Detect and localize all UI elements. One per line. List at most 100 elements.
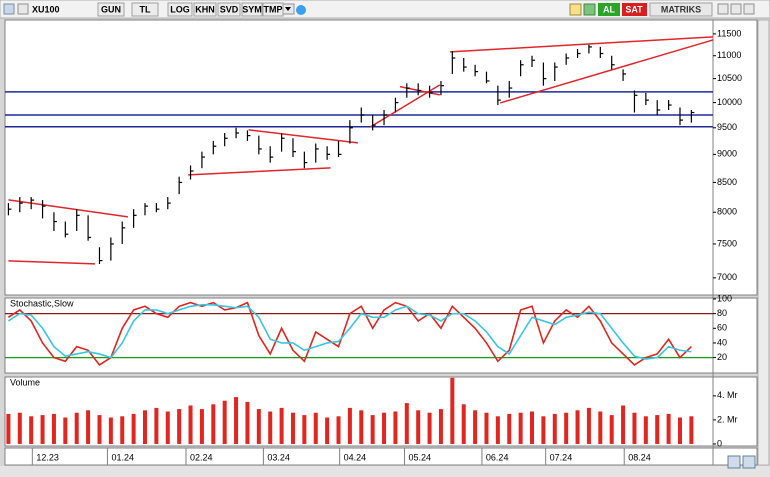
volume-bar [621, 405, 626, 444]
volume-bar [643, 416, 648, 444]
volume-bar [473, 410, 478, 444]
toolbar-button-label[interactable]: SYM [242, 4, 262, 14]
stoch-line [7, 304, 692, 360]
volume-bar [655, 415, 660, 444]
volume-bar [29, 416, 34, 444]
toolbar-button-label[interactable]: SVD [220, 4, 239, 14]
y-tick-label: 9000 [717, 149, 737, 159]
volume-bar [586, 407, 591, 444]
toolbar-button[interactable] [241, 2, 263, 17]
date-axis [4, 447, 758, 466]
volume-bar [222, 400, 227, 444]
x-tick-label: 05.24 [409, 452, 432, 462]
volume-bar [370, 415, 375, 444]
y-tick-label: 40 [717, 337, 727, 347]
x-tick-label: 01.24 [111, 452, 134, 462]
window-min[interactable] [717, 3, 729, 15]
y-tick-label: 7500 [717, 238, 737, 248]
trend-line [450, 36, 714, 53]
volume-bar [438, 409, 443, 444]
symbol[interactable]: XU100 [32, 4, 60, 14]
toolbar-button[interactable] [193, 2, 217, 17]
volume-bar [108, 417, 113, 444]
refresh-icon[interactable] [583, 3, 596, 16]
x-tick-label: 04.24 [344, 452, 367, 462]
panel-title: Volume [10, 377, 40, 387]
toolbar-button[interactable] [217, 2, 241, 17]
lock-icon[interactable] [569, 3, 582, 16]
volume-bar [632, 412, 637, 444]
volume-bar [120, 416, 125, 444]
volume-bar [290, 412, 295, 444]
twitter-icon[interactable] [296, 5, 306, 15]
toolbar-button[interactable] [167, 2, 193, 17]
volume-bar [541, 416, 546, 444]
toolbar-button-label[interactable]: TMP [264, 4, 283, 14]
x-tick-label: 02.24 [190, 452, 213, 462]
volume-bar [689, 416, 694, 444]
sell-label[interactable]: SAT [625, 4, 643, 14]
volume-bar [416, 410, 421, 444]
volume-bar [677, 417, 682, 444]
buy-label[interactable]: AL [603, 4, 615, 14]
volume-bar [393, 411, 398, 444]
volume-bar [666, 413, 671, 444]
window-max[interactable] [730, 3, 742, 15]
volume-bar [518, 412, 523, 444]
trend-line [499, 39, 714, 104]
zoom-icon[interactable] [742, 455, 756, 469]
volume-bar [188, 405, 193, 444]
volume-bar [165, 411, 170, 444]
sell-button[interactable] [622, 3, 647, 16]
side-scroll[interactable] [757, 19, 770, 466]
scroll-icon[interactable] [727, 455, 741, 469]
brand-box [649, 2, 713, 17]
y-tick-label: 11000 [717, 50, 741, 60]
scrollbar[interactable] [0, 466, 770, 477]
symbol-menu[interactable] [17, 3, 29, 15]
trend-line [8, 199, 129, 218]
x-tick-label: 07.24 [550, 452, 573, 462]
volume-bar [302, 415, 307, 444]
volume-bar [256, 409, 261, 444]
y-tick-label: 7000 [717, 272, 737, 282]
toolbar-button[interactable] [262, 2, 284, 17]
y-tick-label: 60 [717, 323, 727, 333]
toolbar-button-label[interactable]: KHN [195, 4, 215, 14]
volume-bar [495, 416, 500, 444]
volume-bar [404, 403, 409, 444]
y-tick-label: 0 [717, 438, 722, 448]
volume-bar [199, 409, 204, 444]
symbol-icon[interactable] [3, 3, 15, 15]
price-panel [4, 19, 758, 296]
volume-bar [63, 417, 68, 444]
volume-bar [211, 404, 216, 444]
window-close[interactable] [743, 3, 755, 15]
volume-bar [552, 413, 557, 444]
volume-bar [131, 413, 136, 444]
volume-bar [427, 412, 432, 444]
volume-bar [154, 407, 159, 444]
y-tick-label: 8500 [717, 177, 737, 187]
volume-bar [6, 413, 11, 444]
toolbar-button-label[interactable]: GUN [101, 4, 121, 14]
dropdown-arrow [285, 7, 291, 11]
x-tick-label: 12.23 [36, 452, 59, 462]
toolbar-button[interactable] [97, 2, 125, 17]
volume-bar [484, 412, 489, 444]
volume-bar [74, 412, 79, 444]
x-tick-label: 06.24 [486, 452, 509, 462]
toolbar-button-label[interactable]: TL [140, 4, 151, 14]
buy-button[interactable] [598, 3, 620, 16]
volume-bar [609, 415, 614, 444]
toolbar-button[interactable] [131, 2, 159, 17]
brand: MATRIKS [661, 4, 701, 14]
y-tick-label: 20 [717, 352, 727, 362]
volume-bar [177, 409, 182, 444]
toolbar-button-label[interactable]: LOG [170, 4, 190, 14]
trend-line [8, 260, 95, 265]
x-tick-label: 03.24 [267, 452, 290, 462]
volume-bar [17, 412, 22, 444]
